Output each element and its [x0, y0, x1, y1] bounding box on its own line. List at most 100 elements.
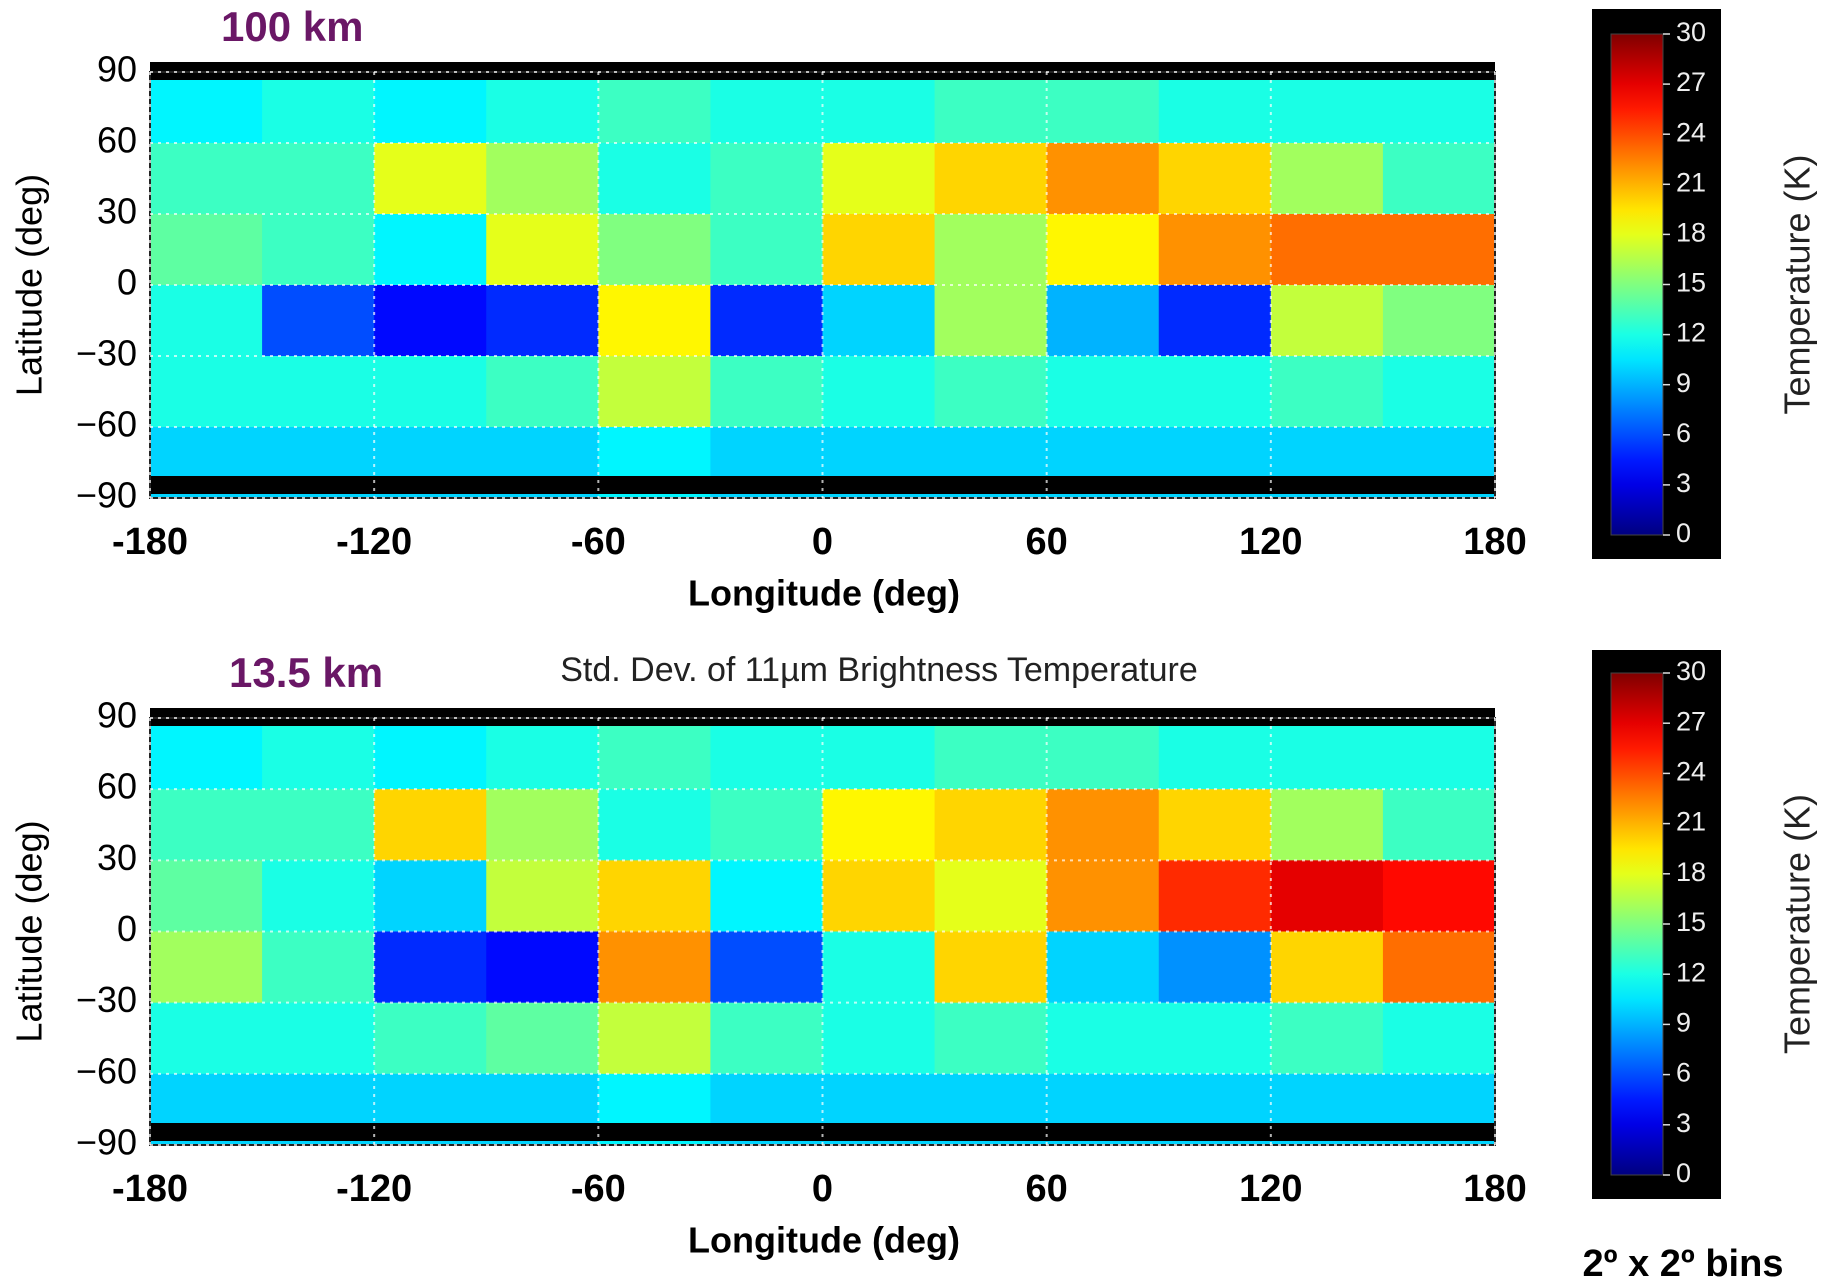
heat-cell [822, 789, 936, 861]
heat-cell [822, 143, 936, 215]
heat-cell [486, 72, 599, 144]
colorbar-tick-label: 21 [1676, 167, 1706, 197]
heat-cell [150, 1002, 263, 1075]
heat-cell [1046, 214, 1160, 286]
heat-cell [1158, 931, 1272, 1004]
heat-cell [486, 789, 599, 861]
colorbar-tick-label: 21 [1676, 807, 1706, 837]
x-tick-label: -60 [571, 1168, 626, 1210]
colorbar-tick-label: 24 [1676, 757, 1706, 787]
heat-cell [374, 285, 487, 357]
x-tick-label: -180 [112, 1168, 188, 1210]
heat-cell [262, 285, 375, 357]
y-tick-label: 0 [117, 908, 137, 949]
heat-cell [710, 285, 823, 357]
heat-cell [822, 72, 936, 144]
subtitle: Std. Dev. of 11µm Brightness Temperature [560, 651, 1198, 689]
heat-cell [486, 931, 599, 1004]
heat-cell [374, 356, 487, 428]
y-tick-label: −60 [76, 404, 137, 445]
x-tick-label: 180 [1463, 521, 1526, 563]
colorbar-tick-label: 9 [1676, 368, 1691, 398]
panel-title: 13.5 km [229, 649, 383, 696]
y-tick-label: 90 [97, 695, 137, 736]
colorbar-tick-label: 9 [1676, 1008, 1691, 1038]
heat-cell [262, 356, 375, 428]
heat-cell [150, 718, 263, 790]
heat-cell [710, 214, 823, 286]
heat-cell [1046, 72, 1160, 144]
heat-cell [262, 789, 375, 861]
heat-cell [486, 285, 599, 357]
heat-cell [822, 214, 936, 286]
heat-cell [1158, 214, 1272, 286]
panel-title: 100 km [221, 3, 363, 50]
x-tick-label: 180 [1463, 1168, 1526, 1210]
heat-cell [710, 718, 823, 790]
heat-cell [262, 214, 375, 286]
heat-cell [1382, 718, 1496, 790]
heat-cell [822, 860, 936, 932]
colorbar-tick-label: 15 [1676, 268, 1706, 298]
heat-cell [262, 931, 375, 1004]
heat-cell [1270, 718, 1384, 790]
colorbar-tick-label: 24 [1676, 117, 1706, 147]
heat-cell [822, 718, 936, 790]
y-tick-label: −30 [76, 333, 137, 374]
heat-cell [934, 285, 1048, 357]
heat-cell [1382, 72, 1496, 144]
x-axis-label: Longitude (deg) [688, 573, 960, 614]
heat-cell [1270, 214, 1384, 286]
colorbar-tick-label: 6 [1676, 418, 1691, 448]
heat-cell [710, 72, 823, 144]
heat-cell [1382, 931, 1496, 1004]
heat-cell [598, 143, 711, 215]
colorbar [1610, 33, 1664, 536]
heat-cell [934, 931, 1048, 1004]
colorbar-tick-label: 0 [1676, 1158, 1691, 1188]
x-tick-label: 120 [1239, 521, 1302, 563]
heat-cell [486, 860, 599, 932]
heat-cell [1270, 143, 1384, 215]
heat-cell [150, 860, 263, 932]
colorbar-tick-label: 30 [1676, 656, 1706, 686]
x-tick-label: -180 [112, 521, 188, 563]
heat-cell [486, 356, 599, 428]
colorbar-tick-label: 3 [1676, 468, 1691, 498]
y-tick-label: −30 [76, 979, 137, 1020]
heat-cell [1382, 285, 1496, 357]
heat-cell [262, 143, 375, 215]
heat-cell [262, 1002, 375, 1075]
heat-cell [934, 789, 1048, 861]
heat-cell [150, 72, 263, 144]
heat-cell [710, 931, 823, 1004]
heat-cell [262, 718, 375, 790]
no-data-band [150, 1123, 1495, 1141]
heat-cell [1046, 1002, 1160, 1075]
x-tick-label: 0 [812, 1168, 833, 1210]
heat-cell [822, 356, 936, 428]
colorbar [1610, 672, 1664, 1176]
heat-cell [1270, 285, 1384, 357]
heat-cell [262, 860, 375, 932]
y-tick-label: −60 [76, 1050, 137, 1091]
heat-cell [598, 1002, 711, 1075]
heat-cell [598, 214, 711, 286]
x-axis-label: Longitude (deg) [688, 1220, 960, 1261]
y-tick-label: −90 [76, 475, 137, 516]
heat-cell [1382, 789, 1496, 861]
y-axis-label: Latitude (deg) [9, 174, 50, 396]
y-tick-label: 60 [97, 766, 137, 807]
colorbar-label: Temperature (K) [1777, 154, 1818, 414]
y-tick-label: 90 [97, 49, 137, 90]
heat-cell [1158, 285, 1272, 357]
heat-cell [1270, 72, 1384, 144]
heat-cell [1158, 718, 1272, 790]
heat-cell [486, 718, 599, 790]
heat-cell [1046, 143, 1160, 215]
heat-cell [262, 72, 375, 144]
heat-cell [374, 1002, 487, 1075]
heat-cell [598, 72, 711, 144]
heat-cell [1270, 356, 1384, 428]
y-axis-label: Latitude (deg) [9, 820, 50, 1042]
